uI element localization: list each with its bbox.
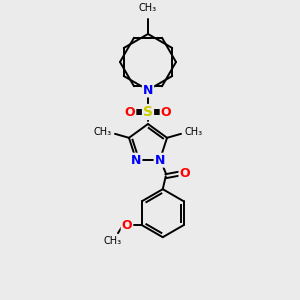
Text: CH₃: CH₃ (184, 127, 202, 137)
Text: CH₃: CH₃ (104, 236, 122, 246)
Text: O: O (161, 106, 171, 118)
Text: CH₃: CH₃ (94, 127, 112, 137)
Text: CH₃: CH₃ (139, 3, 157, 13)
Text: S: S (143, 105, 153, 119)
Text: O: O (179, 167, 190, 180)
Text: N: N (154, 154, 165, 167)
Text: N: N (131, 154, 141, 167)
Text: O: O (125, 106, 135, 118)
Text: O: O (122, 219, 132, 232)
Text: N: N (143, 83, 153, 97)
